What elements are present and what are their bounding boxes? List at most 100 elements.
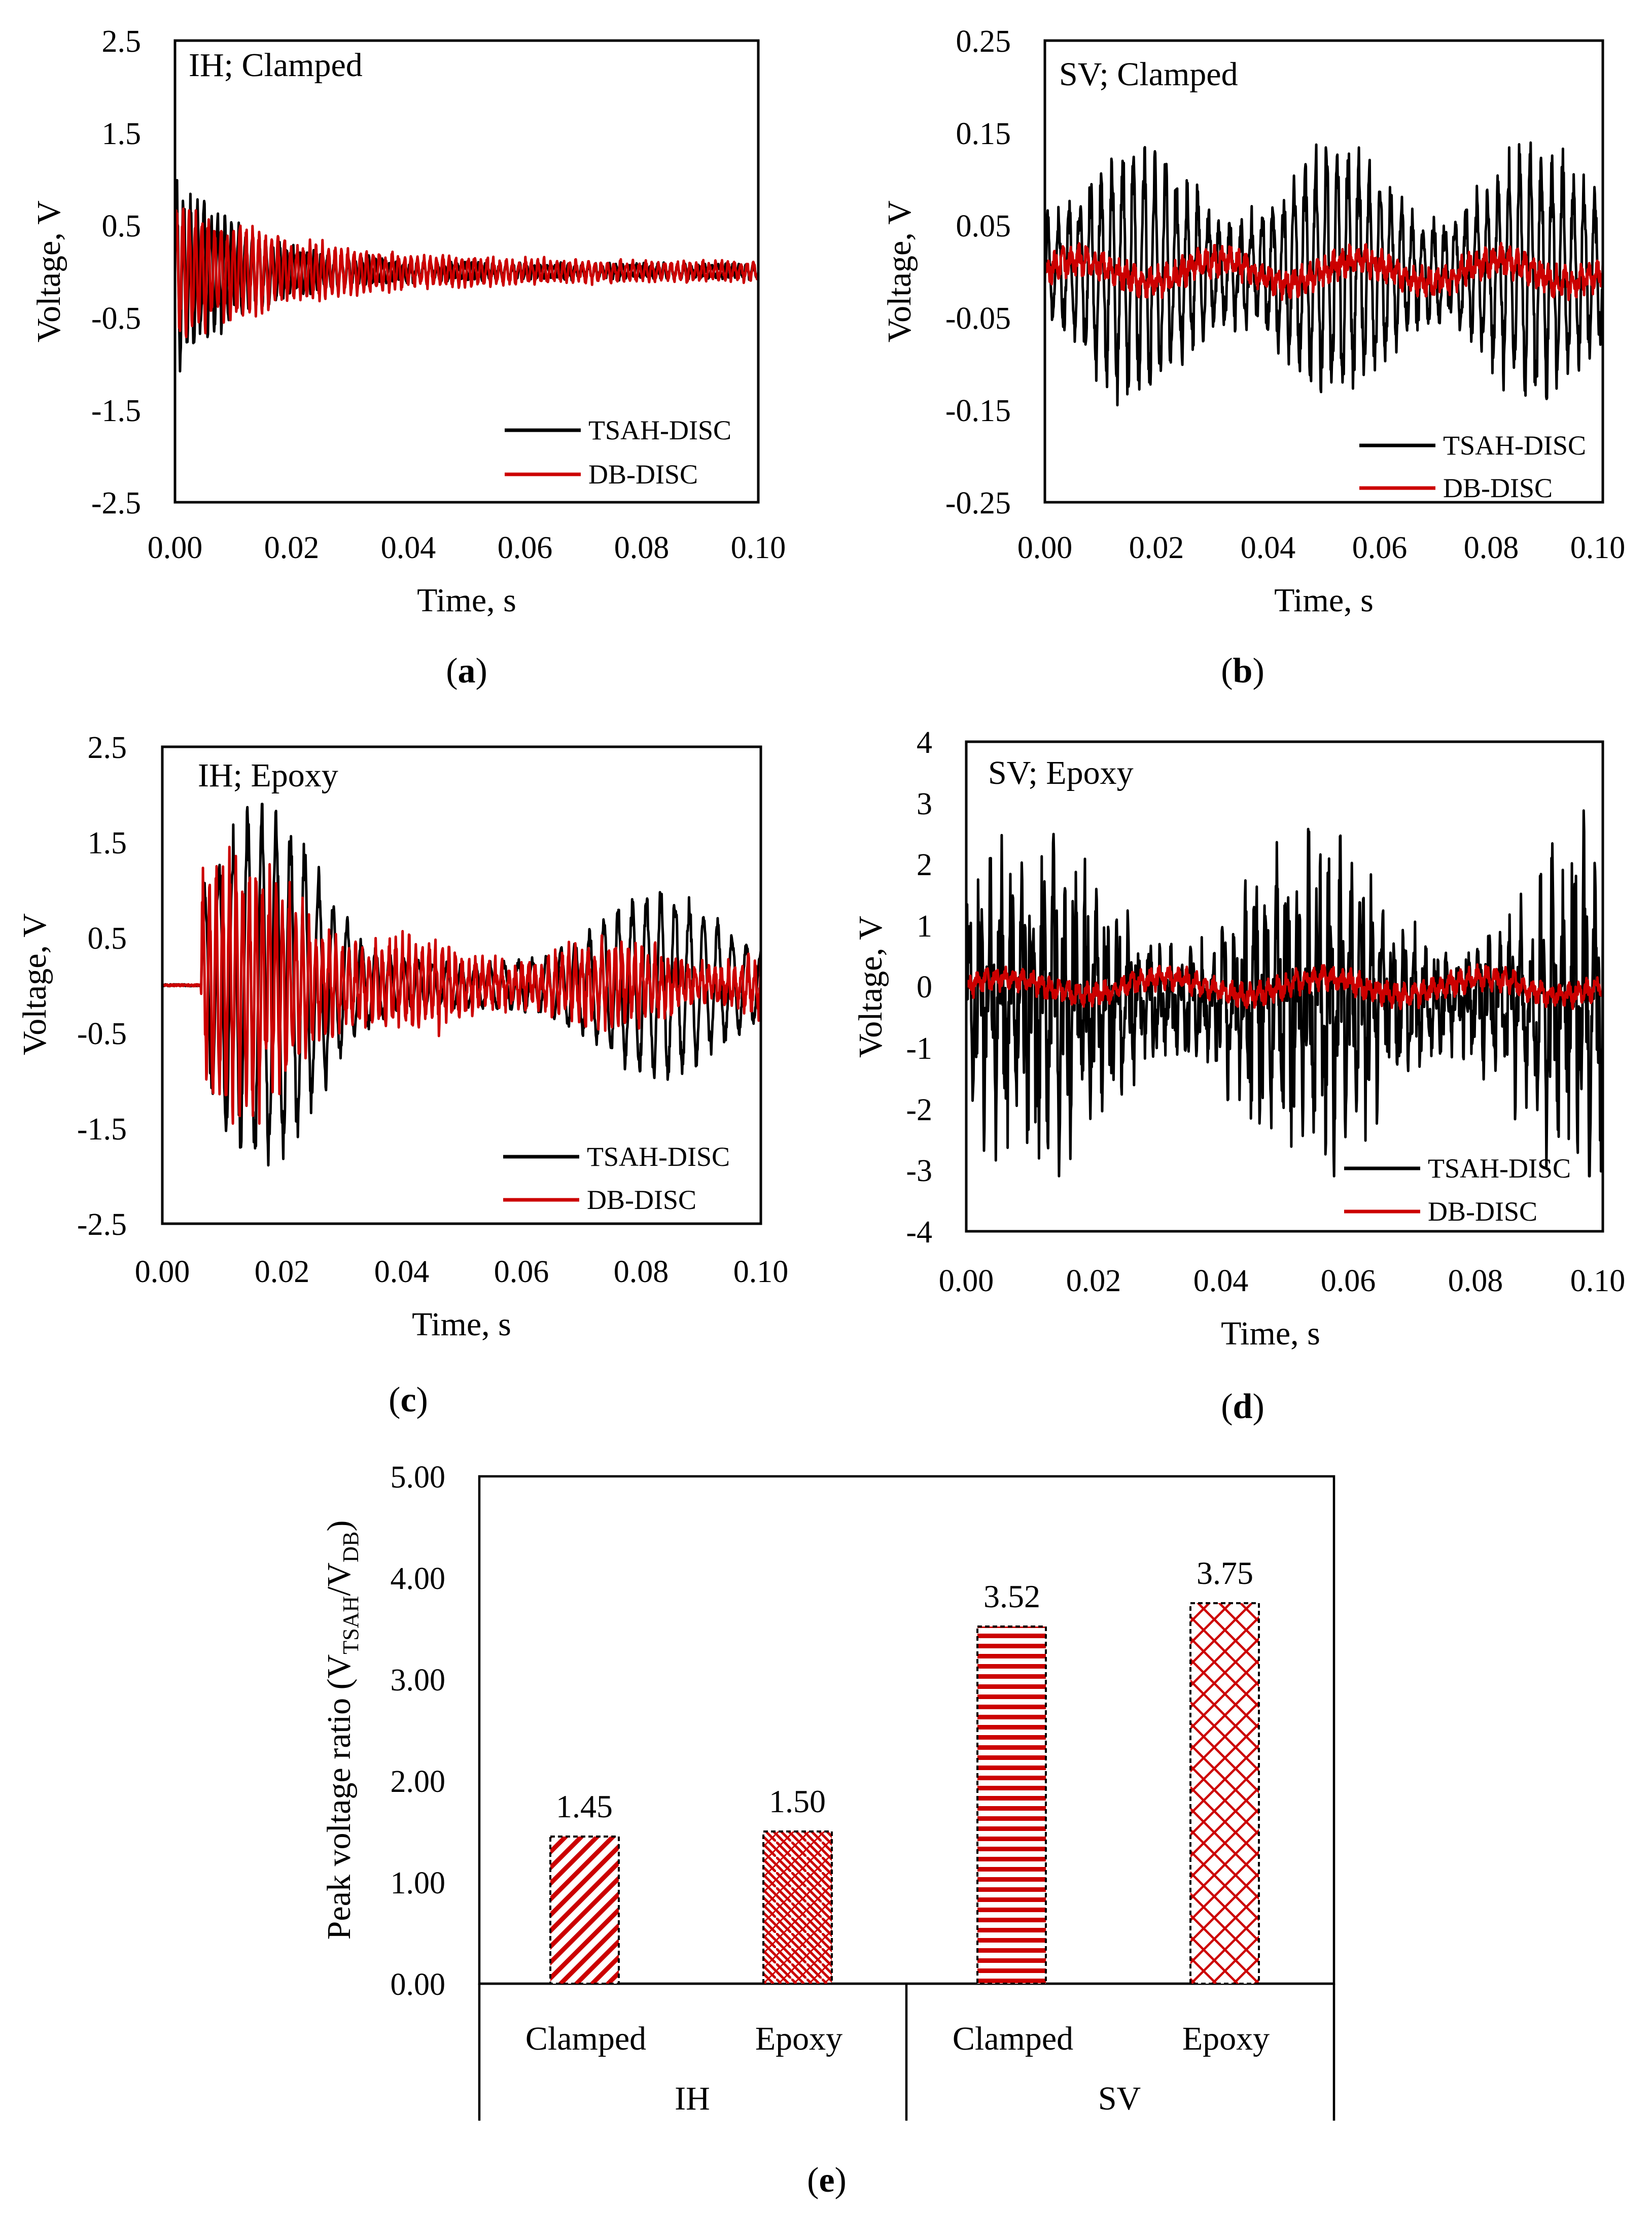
legend-label-tsah: TSAH-DISC [1428, 1153, 1571, 1184]
y-tick-label: 2 [917, 848, 932, 882]
x-tick-label: 0.10 [733, 1255, 789, 1289]
y-tick-label: 0.5 [102, 209, 142, 244]
x-tick-label: 0.02 [1129, 531, 1184, 565]
y-axis-label-a: Voltage, V [30, 200, 67, 342]
y-tick-label: 2.5 [102, 24, 142, 59]
group-label-ih: IH [675, 2080, 710, 2117]
category-label: Clamped [525, 2020, 646, 2057]
x-tick-label: 0.10 [1570, 531, 1626, 565]
panel-a: IH; Clamped 2.5 1.5 0.5 -0.5 -1.5 -2.5 0… [30, 24, 786, 690]
group-label-sv: SV [1098, 2080, 1141, 2117]
y-tick-label: 2.5 [88, 731, 127, 765]
y-axis-label-d: Voltage, V [852, 916, 889, 1058]
plot-lines-c [162, 803, 761, 1167]
panel-title-a: IH; Clamped [189, 47, 363, 84]
plot-frame-d [965, 740, 1604, 1233]
y-tick-label: 4.00 [391, 1562, 446, 1596]
x-tick-label: 0.06 [494, 1255, 549, 1289]
legend-c: TSAH-DISC DB-DISC [503, 1141, 730, 1215]
legend-b: TSAH-DISC DB-DISC [1359, 430, 1586, 503]
panel-e: 1.45 1.50 3.52 3.75 5.00 4.00 3.00 2.00 … [321, 1460, 1335, 2200]
x-tick-label: 0.08 [1464, 531, 1519, 565]
panel-d: SV; Epoxy 4 3 2 1 0 -1 -2 -3 -4 0.00 0.0… [852, 725, 1625, 1426]
y-tick-label: 4 [917, 725, 932, 760]
bar-value-label: 1.45 [556, 1788, 613, 1824]
x-tick-label: 0.00 [1017, 531, 1073, 565]
plot-lines-d [966, 809, 1603, 1178]
caption-a: (a) [446, 651, 487, 690]
caption-d: (d) [1221, 1387, 1264, 1426]
x-axis-label-d: Time, s [1221, 1315, 1320, 1352]
x-tick-label: 0.04 [1241, 531, 1296, 565]
y-tick-labels-d: 4 3 2 1 0 -1 -2 -3 -4 [906, 725, 932, 1250]
y-tick-labels-b: 0.25 0.15 0.05 -0.05 -0.15 -0.25 [945, 24, 1011, 521]
category-label: Epoxy [755, 2020, 842, 2057]
panel-title-c: IH; Epoxy [198, 757, 338, 794]
legend-d: TSAH-DISC DB-DISC [1344, 1153, 1571, 1227]
x-tick-label: 0.06 [498, 531, 553, 565]
y-tick-label: 3 [917, 787, 932, 821]
y-tick-label: 0 [917, 970, 932, 1005]
y-tick-label: 0.05 [956, 209, 1011, 244]
panel-title-d: SV; Epoxy [988, 754, 1134, 791]
y-tick-labels-e: 5.00 4.00 3.00 2.00 1.00 0.00 [391, 1460, 446, 2002]
series-db-b [1045, 241, 1603, 301]
x-tick-label: 0.08 [1448, 1264, 1503, 1298]
bar-ih-clamped [549, 1836, 620, 1985]
x-tick-label: 0.06 [1352, 531, 1408, 565]
y-tick-label: 0.5 [88, 921, 127, 956]
legend-a: TSAH-DISC DB-DISC [505, 415, 731, 490]
x-tick-label: 0.08 [614, 1255, 669, 1289]
bar-value-label: 1.50 [769, 1783, 826, 1819]
x-axis-label-a: Time, s [417, 582, 516, 619]
series-db-c [162, 845, 761, 1125]
legend-label-tsah: TSAH-DISC [587, 1141, 730, 1172]
bar-value-labels: 1.45 1.50 3.52 3.75 [556, 1555, 1253, 1824]
legend-label-db: DB-DISC [1443, 473, 1553, 503]
caption-c: (c) [389, 1380, 428, 1420]
x-tick-labels-c: 0.00 0.02 0.04 0.06 0.08 0.10 [135, 1255, 789, 1289]
bars-e [549, 1602, 1260, 1985]
y-tick-label: 1.5 [88, 826, 127, 860]
y-axis-label-b: Voltage, V [881, 200, 918, 342]
x-tick-labels-b: 0.00 0.02 0.04 0.06 0.08 0.10 [1017, 531, 1626, 565]
y-tick-label: -2.5 [77, 1207, 127, 1242]
series-db-a [175, 207, 758, 338]
plot-lines-b [1045, 141, 1603, 407]
x-axis-label-b: Time, s [1274, 582, 1374, 619]
x-tick-label: 0.10 [1570, 1264, 1626, 1298]
x-tick-label: 0.00 [148, 531, 203, 565]
y-tick-label: 1.00 [391, 1866, 446, 1900]
y-tick-label: -0.05 [945, 301, 1011, 336]
panel-c: IH; Epoxy 2.5 1.5 0.5 -0.5 -1.5 -2.5 0.0… [16, 731, 788, 1420]
panel-title-b: SV; Clamped [1059, 56, 1238, 93]
y-tick-label: -2 [906, 1093, 932, 1127]
y-axis-label-e: Peak voltage ratio (VTSAH/VDB) [321, 1520, 363, 1940]
x-tick-label: 0.02 [264, 531, 320, 565]
y-tick-label: 0.25 [956, 24, 1011, 59]
plot-lines-a [175, 179, 758, 373]
legend-label-db: DB-DISC [587, 1185, 696, 1215]
legend-label-db: DB-DISC [588, 459, 698, 490]
y-tick-label: 1 [917, 909, 932, 944]
y-tick-label: -0.15 [945, 394, 1011, 428]
bar-ih-epoxy [762, 1830, 833, 1985]
panel-b: SV; Clamped 0.25 0.15 0.05 -0.05 -0.15 -… [881, 24, 1625, 690]
bar-value-label: 3.75 [1197, 1555, 1253, 1591]
y-tick-label: 0.00 [391, 1967, 446, 2002]
series-db-d [966, 963, 1603, 1011]
plot-frame-b [1043, 39, 1604, 504]
x-tick-label: 0.00 [939, 1264, 994, 1298]
x-tick-label: 0.10 [731, 531, 786, 565]
y-tick-label: -1.5 [91, 394, 141, 428]
y-tick-label: 2.00 [391, 1765, 446, 1799]
bar-value-label: 3.52 [983, 1578, 1040, 1614]
y-tick-label: 1.5 [102, 117, 142, 151]
plot-frame-c [161, 745, 762, 1225]
plot-frame-a [173, 39, 760, 504]
caption-b: (b) [1221, 651, 1264, 690]
y-tick-label: -0.5 [77, 1017, 127, 1051]
bar-sv-epoxy [1189, 1602, 1260, 1985]
y-tick-label: -4 [906, 1215, 932, 1250]
